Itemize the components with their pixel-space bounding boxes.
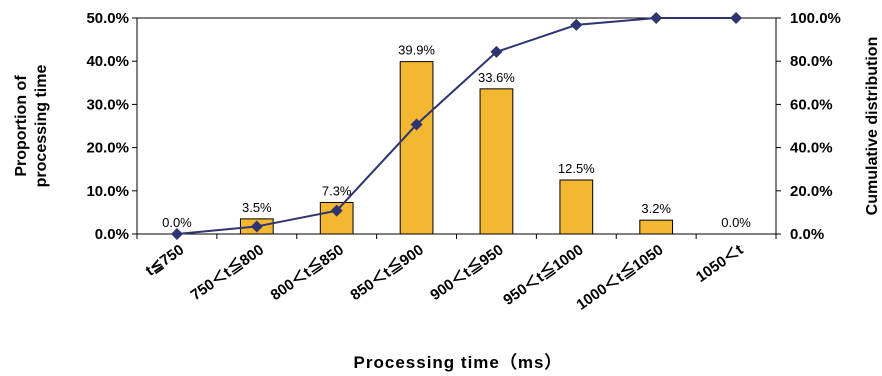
y-axis-title-right: Cumulative distribution xyxy=(864,37,881,216)
y-axis-title-left-line1: Proportion of xyxy=(13,75,30,177)
bar xyxy=(479,88,514,235)
right-y-axis: 0.0% 20.0% 40.0% 60.0% 80.0% 100.0% xyxy=(776,10,841,243)
x-category-label: 1000＜t≦1050 xyxy=(573,241,667,314)
left-tick-label: 50.0% xyxy=(86,10,129,27)
x-category-label: 750＜t≦800 xyxy=(187,241,267,305)
bar-data-label: 33.6% xyxy=(478,70,515,85)
right-tick-label: 20.0% xyxy=(790,183,833,200)
x-category-label: 1050＜t xyxy=(693,241,746,286)
x-category-label: 900＜t≦950 xyxy=(427,241,507,305)
cumulative-point xyxy=(650,12,663,24)
x-axis-categories: t≦750 750＜t≦800 800＜t≦850 850＜t≦900 900＜t≦95… xyxy=(136,234,777,314)
left-tick-label: 10.0% xyxy=(86,183,129,200)
bar-data-label: 0.0% xyxy=(162,215,192,230)
cumulative-point xyxy=(410,118,423,131)
right-tick-label: 80.0% xyxy=(790,53,833,70)
plot-border xyxy=(136,17,777,235)
bar-data-label: 7.3% xyxy=(322,183,352,198)
right-tick-label: 60.0% xyxy=(790,96,833,113)
cumulative-line xyxy=(176,17,737,235)
x-category-label: 800＜t≦850 xyxy=(267,241,347,305)
x-category-label: t≦750 xyxy=(143,241,188,279)
bar-data-label: 39.9% xyxy=(398,43,435,58)
bar xyxy=(639,219,674,235)
x-axis-title: Processing time（ms） xyxy=(354,352,563,372)
right-tick-label: 100.0% xyxy=(790,10,841,27)
left-tick-label: 30.0% xyxy=(86,96,129,113)
left-tick-label: 20.0% xyxy=(86,140,129,157)
y-axis-title-left-line2: processing time xyxy=(33,65,50,188)
bar-data-label: 3.2% xyxy=(641,201,671,216)
bar-data-labels: 0.0% 3.5% 7.3% 39.9% 33.6% 12.5% 3.2% 0.0% xyxy=(162,43,751,230)
bar xyxy=(399,61,434,235)
bar-series xyxy=(239,61,674,235)
cumulative-series xyxy=(170,12,743,240)
x-category-label: 850＜t≦900 xyxy=(347,241,427,305)
cumulative-point xyxy=(730,12,743,24)
bar-data-label: 0.0% xyxy=(721,215,751,230)
bar-data-label: 3.5% xyxy=(242,200,272,215)
cumulative-point xyxy=(250,220,263,233)
left-tick-label: 0.0% xyxy=(95,226,129,243)
right-tick-label: 40.0% xyxy=(790,140,833,157)
cumulative-point xyxy=(570,18,583,31)
cumulative-point xyxy=(170,228,183,240)
cumulative-point xyxy=(490,45,503,58)
left-tick-label: 40.0% xyxy=(86,53,129,70)
left-y-axis: 0.0% 10.0% 20.0% 30.0% 40.0% 50.0% xyxy=(86,10,137,243)
plot-area xyxy=(136,17,777,235)
right-tick-label: 0.0% xyxy=(790,226,824,243)
cumulative-point xyxy=(330,204,343,217)
bar xyxy=(559,179,594,235)
bar-data-label: 12.5% xyxy=(558,161,595,176)
